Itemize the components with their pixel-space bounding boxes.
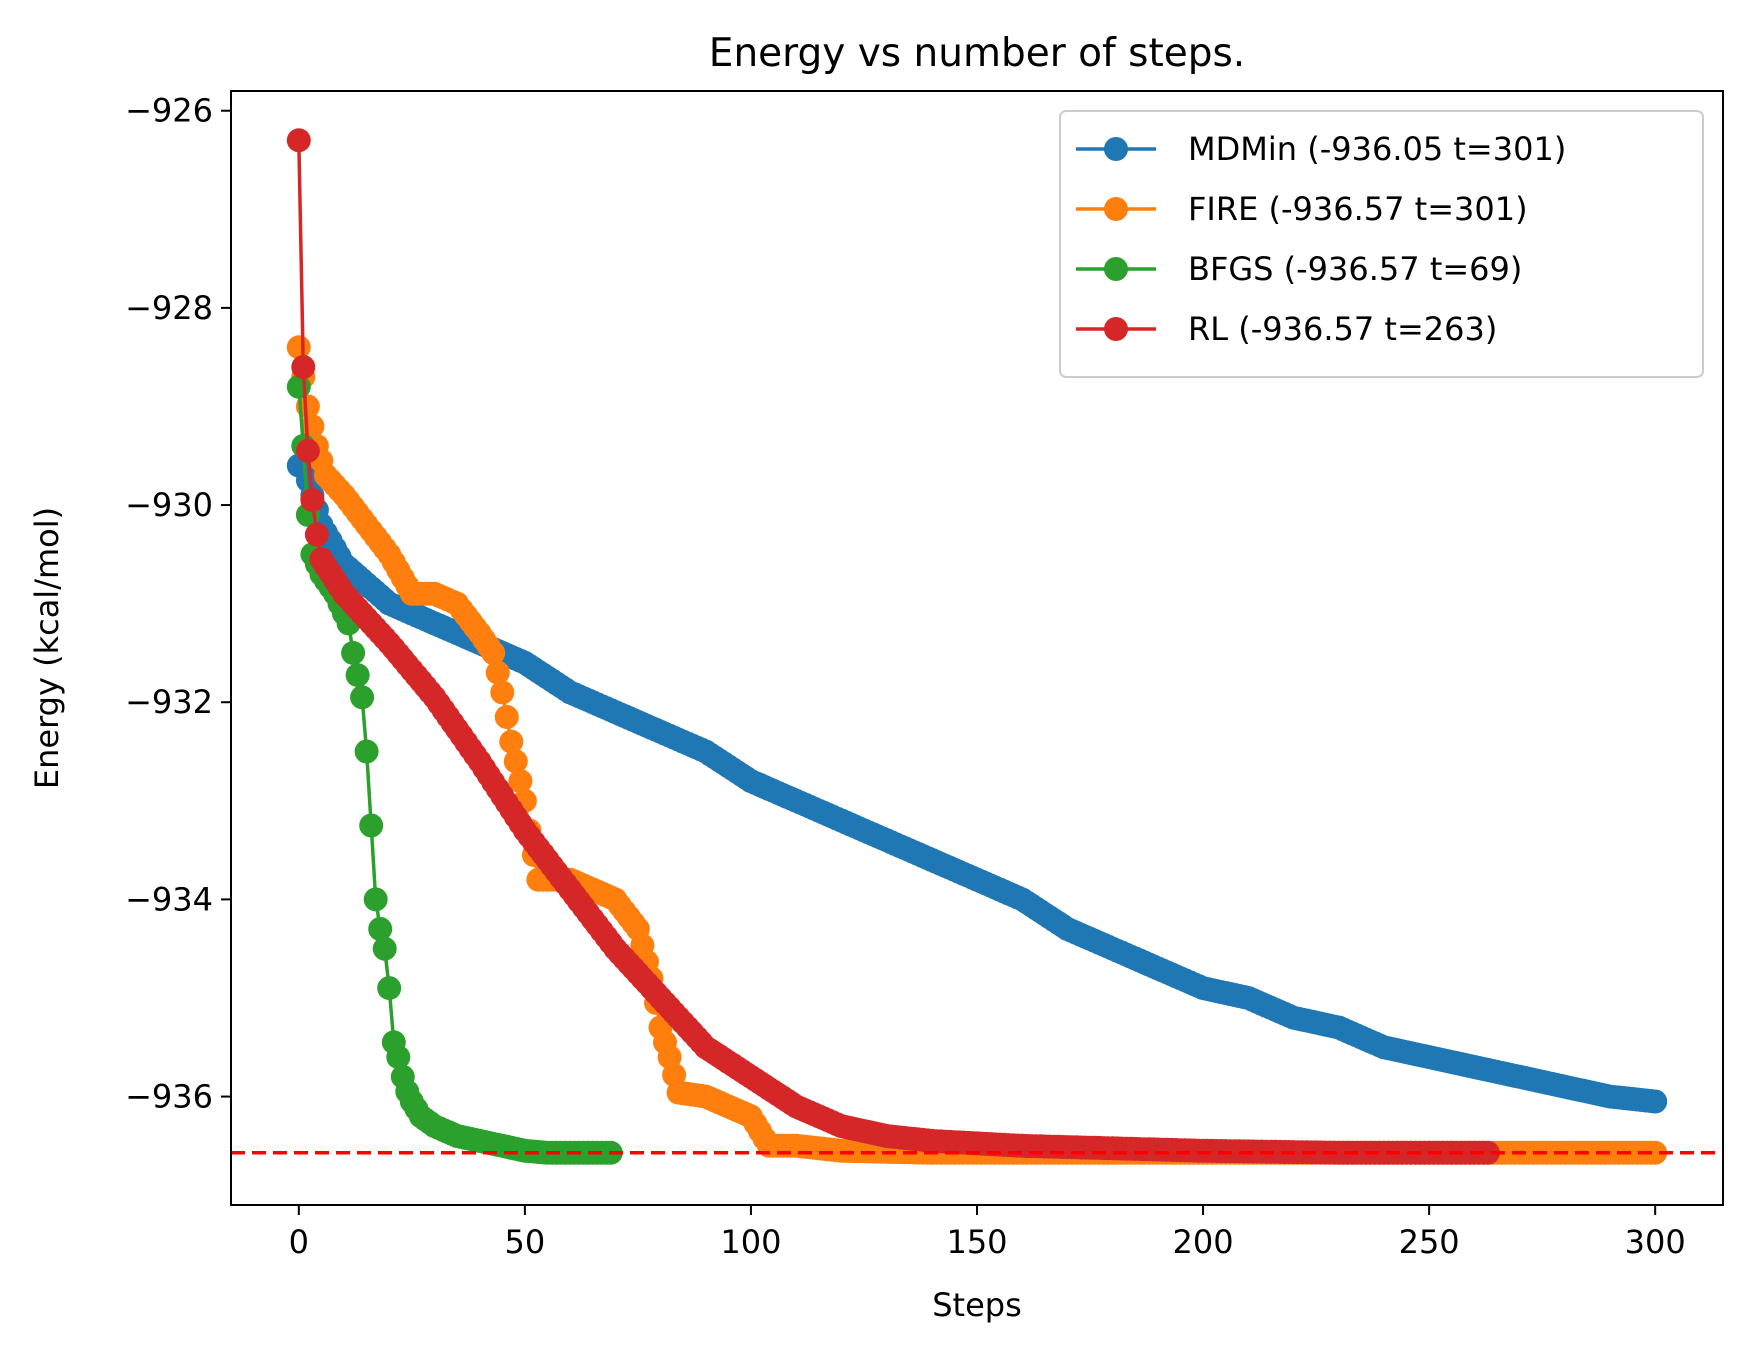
data-point: [286, 335, 311, 360]
x-axis-label: Steps: [932, 1286, 1022, 1324]
data-point: [286, 374, 311, 399]
data-point: [1643, 1140, 1668, 1165]
x-tick-label: 300: [1625, 1223, 1686, 1261]
x-tick-label: 150: [946, 1223, 1007, 1261]
data-point: [481, 640, 506, 665]
legend-item: RL (-936.57 t=263): [1076, 310, 1497, 348]
y-tick-label: −934: [125, 880, 213, 918]
legend-marker: [1104, 137, 1128, 161]
series-1: [286, 453, 1668, 1114]
data-point: [372, 936, 397, 961]
x-tick-label: 200: [1173, 1223, 1234, 1261]
x-tick-label: 100: [720, 1223, 781, 1261]
data-point: [499, 729, 524, 754]
x-axis: 0 50 100 150 200 250 300: [289, 1205, 1686, 1261]
y-tick-label: −936: [125, 1078, 213, 1116]
legend-item: BFGS (-936.57 t=69): [1076, 250, 1522, 288]
y-axis-label: Energy (kcal/mol): [28, 507, 66, 789]
data-point: [354, 739, 379, 764]
x-tick-label: 50: [505, 1223, 546, 1261]
x-tick-label: 0: [289, 1223, 309, 1261]
data-point: [304, 522, 329, 547]
data-point: [300, 488, 325, 513]
data-point: [345, 663, 370, 688]
y-axis: −926 −928 −930 −932 −934 −936: [125, 92, 231, 1116]
legend: MDMin (-936.05 t=301) FIRE (-936.57 t=301…: [1059, 110, 1704, 378]
data-point: [503, 749, 528, 774]
data-point: [368, 917, 393, 941]
data-point: [485, 660, 510, 685]
legend-box: [1059, 110, 1704, 378]
legend-label: FIRE (-936.57 t=301): [1188, 190, 1528, 228]
data-point: [350, 685, 375, 710]
y-tick-label: −930: [125, 486, 213, 524]
data-point: [359, 813, 384, 838]
legend-label: RL (-936.57 t=263): [1188, 310, 1497, 348]
series-3: [286, 374, 623, 1165]
data-point: [286, 128, 311, 153]
legend-label: MDMin (-936.05 t=301): [1188, 130, 1566, 168]
data-point: [1643, 1089, 1668, 1114]
legend-marker: [1104, 197, 1128, 221]
data-point: [295, 438, 320, 463]
data-point: [363, 887, 388, 912]
data-point: [377, 976, 402, 1001]
x-tick-label: 250: [1399, 1223, 1460, 1261]
data-point: [291, 355, 316, 379]
legend-item: MDMin (-936.05 t=301): [1076, 130, 1566, 168]
data-point: [1475, 1140, 1500, 1165]
y-tick-label: −928: [125, 289, 213, 327]
legend-item: FIRE (-936.57 t=301): [1076, 190, 1528, 228]
data-point: [494, 705, 519, 729]
y-tick-label: −932: [125, 683, 213, 721]
data-point: [490, 680, 515, 705]
chart-title: Energy vs number of steps.: [709, 31, 1245, 76]
data-point: [508, 769, 533, 794]
series-layer: [231, 128, 1723, 1165]
legend-label: BFGS (-936.57 t=69): [1188, 250, 1522, 288]
data-point: [341, 640, 366, 665]
data-point: [386, 1045, 411, 1070]
legend-marker: [1104, 317, 1128, 341]
y-tick-label: −926: [125, 92, 213, 130]
legend-marker: [1104, 257, 1128, 281]
